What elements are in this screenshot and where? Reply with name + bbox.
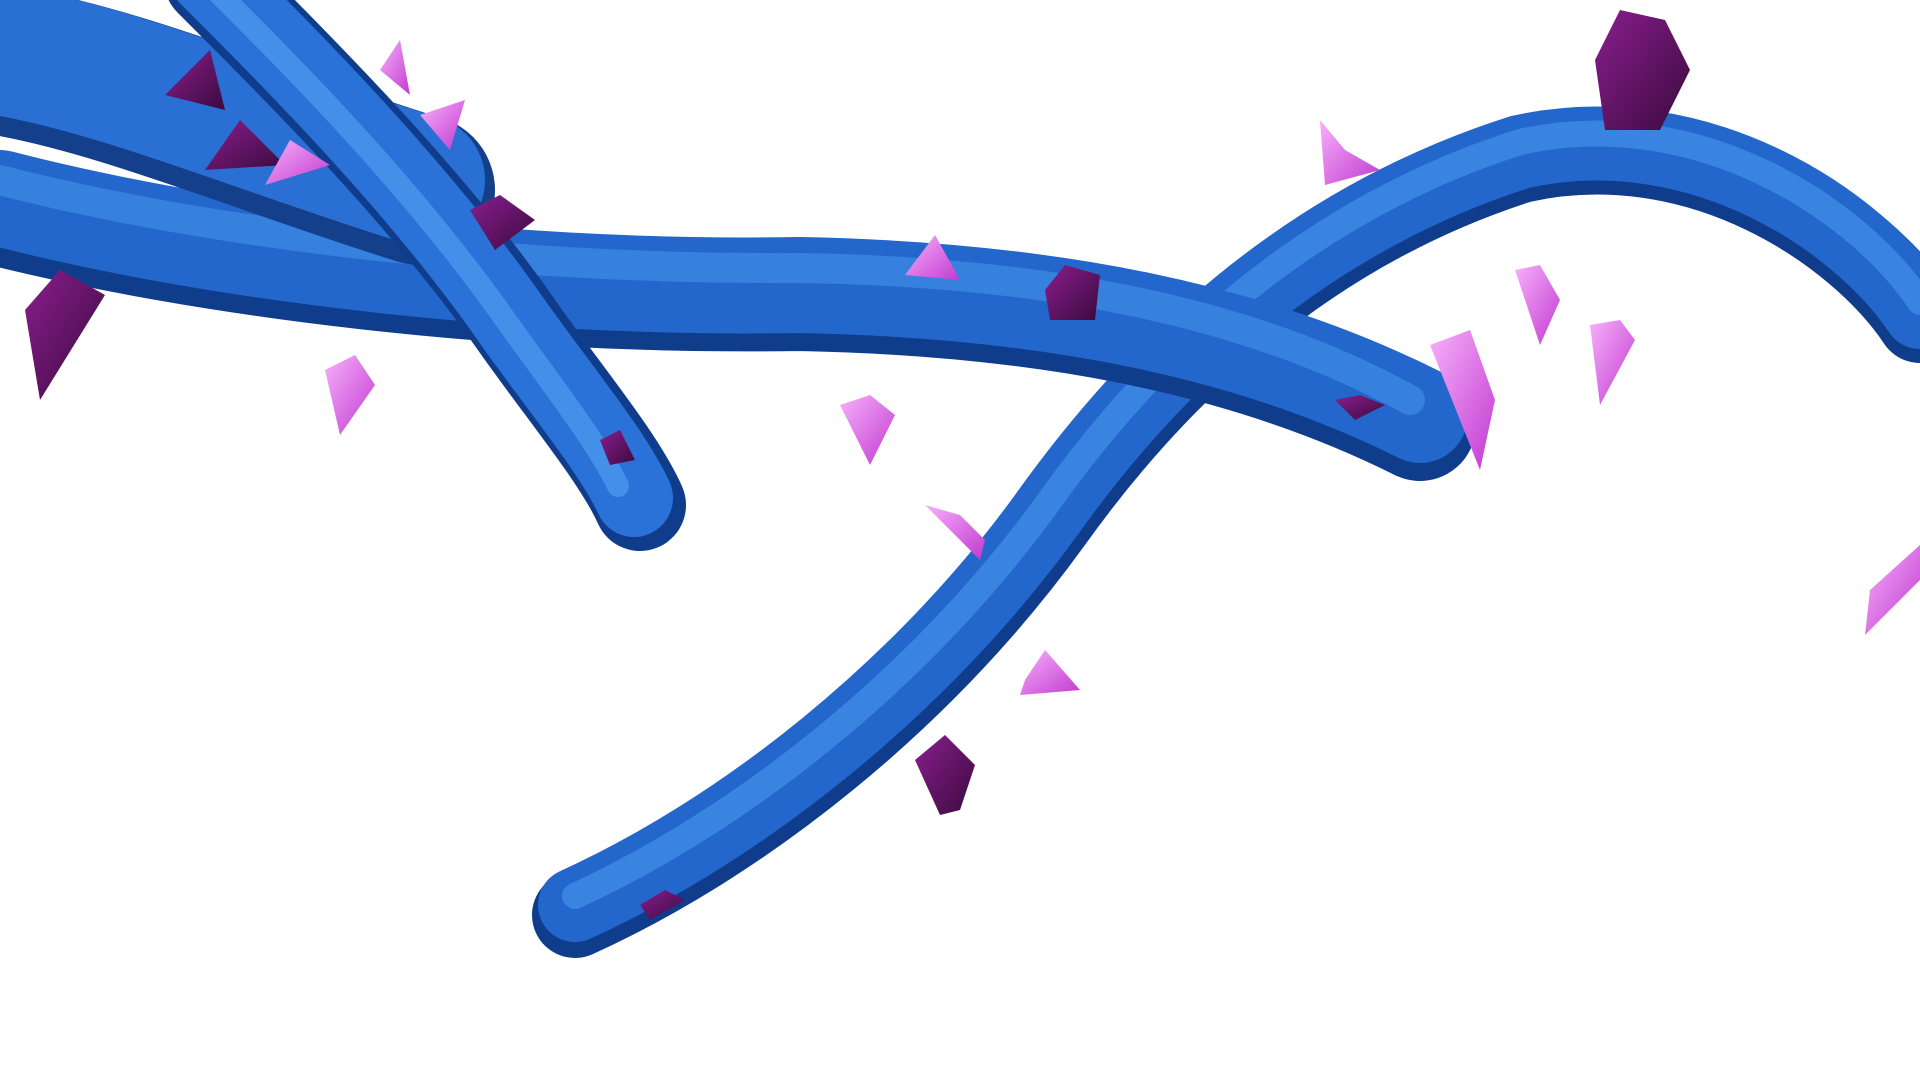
thorn [1515,265,1560,345]
horizontal-branch-highlight [0,165,1425,415]
horizontal-branch [0,150,1476,481]
thorn [25,270,105,400]
thorn [1020,650,1080,695]
thorn [600,430,635,465]
thorn [640,890,685,920]
thorn [1430,330,1495,470]
thorn [1320,120,1380,185]
thorn [265,140,330,185]
diagonal-branch-highlight [209,0,629,497]
thorn [1045,265,1100,320]
thorn [470,195,535,250]
thorn [325,355,375,435]
thorn [205,120,285,170]
thorn [1335,395,1385,420]
thorn [925,505,985,560]
thorn [165,50,225,110]
thorn [905,235,960,280]
thorn [1595,10,1690,130]
thorn [1590,320,1635,405]
thorn [1865,545,1920,635]
thorn [915,735,975,815]
thorn [840,395,895,465]
thorn [420,100,465,150]
thorn [380,40,410,95]
horizontal-branch-body [0,150,1468,463]
thorns [25,10,1920,920]
